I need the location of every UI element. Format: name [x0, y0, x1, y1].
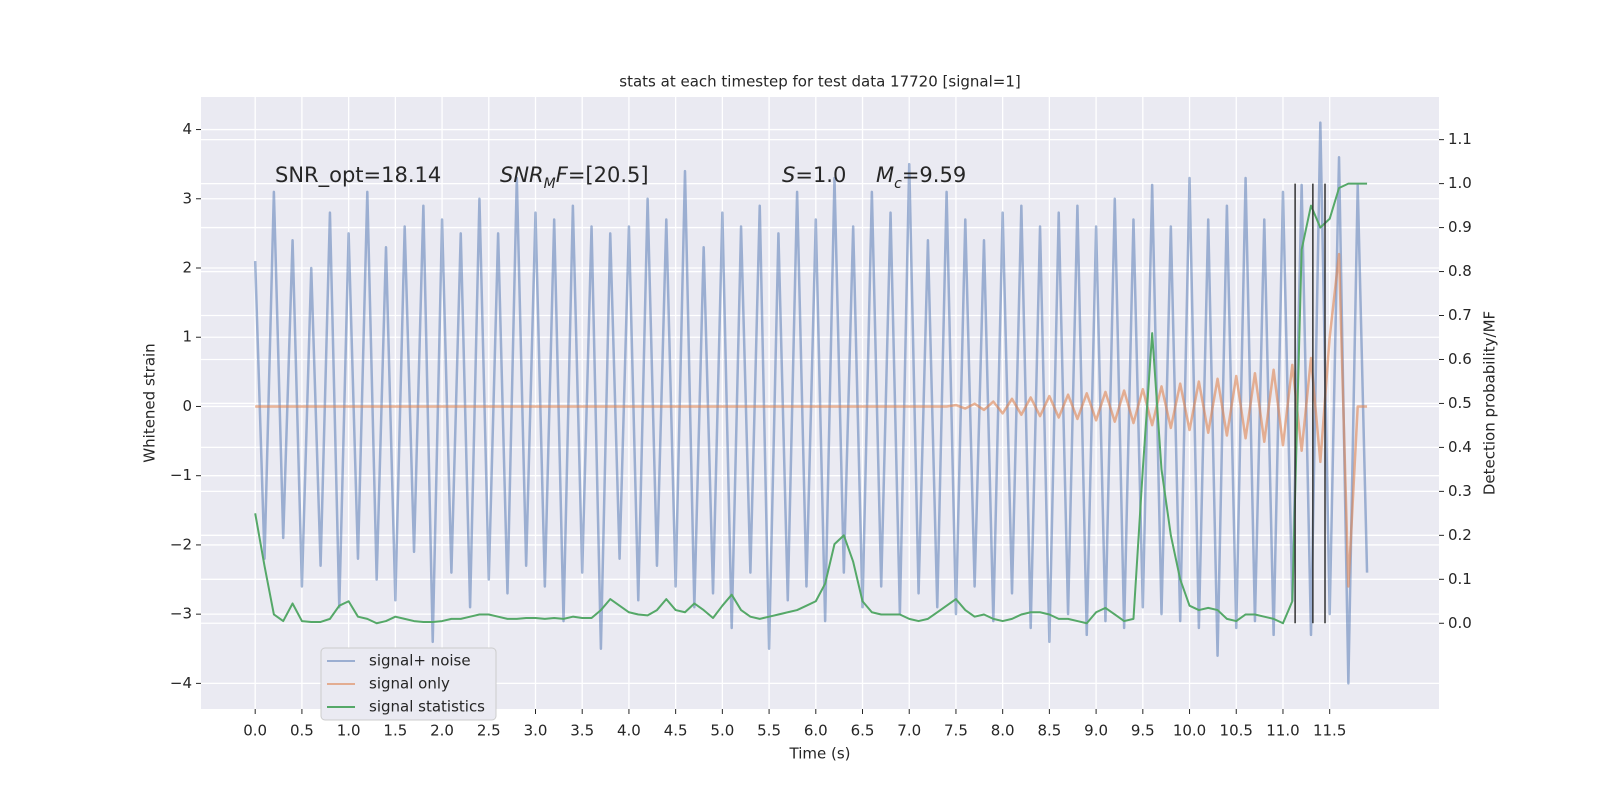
legend-box	[320, 647, 497, 721]
annotation-part: =[20.5]	[568, 163, 649, 187]
series-line	[253, 121, 1369, 685]
annotation-part: =9.59	[902, 163, 966, 187]
annotation: Mc=9.59	[876, 163, 966, 192]
y-tick-label: −1	[170, 466, 192, 484]
annotation-part: =1.0	[795, 163, 846, 187]
y-tick-label: −3	[170, 605, 192, 623]
y2-tick-label: 0.9	[1448, 218, 1472, 236]
x-tick-label: 5.0	[710, 722, 734, 740]
y2-tick-label: 0.5	[1448, 394, 1472, 412]
x-tick-label: 1.5	[383, 722, 407, 740]
legend-label: signal+ noise	[369, 652, 471, 670]
y2-tick-label: 0.7	[1448, 306, 1472, 324]
y2-tick-label: 1.1	[1448, 130, 1472, 148]
x-tick-label: 9.0	[1084, 722, 1108, 740]
x-axis-label: Time (s)	[789, 745, 851, 763]
x-tick-label: 2.5	[477, 722, 501, 740]
x-tick-label: 6.5	[851, 722, 875, 740]
x-tick-label: 0.5	[290, 722, 314, 740]
y2-tick-label: 0.8	[1448, 262, 1472, 280]
x-tick-label: 7.0	[897, 722, 921, 740]
x-tick-label: 4.5	[664, 722, 688, 740]
chart-title: stats at each timestep for test data 177…	[619, 73, 1020, 91]
x-tick-label: 2.0	[430, 722, 454, 740]
x-tick-label: 3.5	[570, 722, 594, 740]
y-tick-label: −2	[170, 535, 192, 553]
y2-tick-label: 1.0	[1448, 174, 1472, 192]
y-tick-label: 4	[182, 120, 192, 138]
y2-tick-label: 0.6	[1448, 350, 1472, 368]
x-tick-label: 11.5	[1313, 722, 1346, 740]
series-line	[255, 252, 1368, 588]
x-tick-label: 10.5	[1220, 722, 1253, 740]
x-tick-label: 6.0	[804, 722, 828, 740]
legend-label: signal only	[369, 675, 450, 693]
y-tick-label: 3	[182, 189, 192, 207]
y-axis-label: Whitened strain	[141, 343, 159, 462]
y-tick-label: 1	[182, 328, 192, 346]
x-tick-label: 11.0	[1266, 722, 1299, 740]
y2-tick-label: 0.4	[1448, 438, 1472, 456]
x-tick-label: 8.5	[1037, 722, 1061, 740]
x-tick-label: 8.0	[991, 722, 1015, 740]
annotation-part: S	[782, 163, 795, 187]
annotation-part: M	[544, 176, 556, 192]
y2-tick-label: 0.3	[1448, 482, 1472, 500]
y-tick-label: 0	[182, 397, 192, 415]
annotation-part: F	[556, 163, 569, 187]
y-tick-label: −4	[170, 674, 192, 692]
annotation: S=1.0	[782, 163, 846, 187]
series-line	[254, 182, 1368, 625]
legend-label: signal statistics	[369, 698, 485, 716]
x-tick-label: 3.0	[524, 722, 548, 740]
annotation: SNR_opt=18.14	[275, 163, 441, 188]
annotation: SNRMF=[20.5]	[500, 163, 649, 192]
x-tick-label: 7.5	[944, 722, 968, 740]
y2-tick-label: 0.2	[1448, 526, 1472, 544]
annotation-part: M	[876, 163, 894, 187]
y-tick-label: 2	[182, 259, 192, 277]
x-tick-label: 0.0	[243, 722, 267, 740]
annotation-part: SNR_opt=18.14	[275, 163, 441, 188]
x-tick-label: 9.5	[1131, 722, 1155, 740]
y2-axis-label: Detection probability/MF	[1481, 311, 1499, 495]
x-tick-label: 4.0	[617, 722, 641, 740]
legend: signal+ noise signal only signal statistic…	[320, 647, 497, 721]
x-tick-label: 5.5	[757, 722, 781, 740]
x-tick-label: 10.0	[1173, 722, 1206, 740]
y2-tick-label: 0.0	[1448, 614, 1472, 632]
annotation-part: c	[894, 176, 902, 192]
x-tick-label: 1.0	[337, 722, 361, 740]
y2-tick-label: 0.1	[1448, 570, 1472, 588]
marks	[253, 121, 1369, 685]
annotation-part: SNR	[500, 163, 544, 187]
